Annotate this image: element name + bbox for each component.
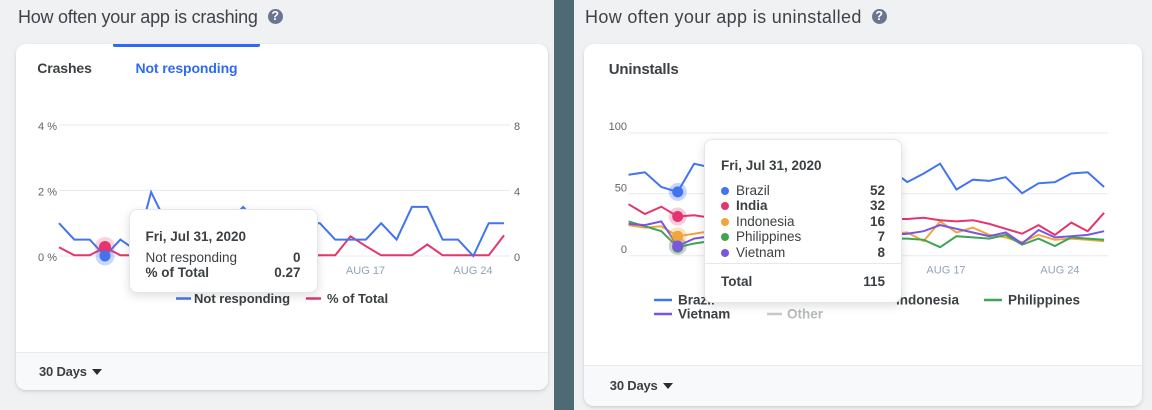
svg-text:2 %: 2 % <box>38 187 57 199</box>
svg-text:4: 4 <box>514 187 520 199</box>
svg-text:0: 0 <box>514 252 520 264</box>
svg-text:0: 0 <box>621 244 627 256</box>
svg-text:Indonesia: Indonesia <box>896 293 960 308</box>
svg-text:AUG 17: AUG 17 <box>346 265 385 277</box>
svg-text:Vietnam: Vietnam <box>678 307 730 322</box>
svg-text:AUG 17: AUG 17 <box>926 265 965 277</box>
svg-text:50: 50 <box>615 183 627 195</box>
svg-text:AUG 24: AUG 24 <box>1040 265 1079 277</box>
svg-text:Other: Other <box>787 307 824 322</box>
svg-text:AUG 24: AUG 24 <box>453 265 492 277</box>
svg-text:8: 8 <box>514 121 520 133</box>
svg-text:0 %: 0 % <box>38 252 57 264</box>
svg-text:Not responding: Not responding <box>194 291 290 306</box>
svg-text:Philippines: Philippines <box>1008 293 1080 308</box>
svg-text:4 %: 4 % <box>38 121 57 133</box>
svg-text:100: 100 <box>609 121 627 133</box>
svg-text:% of Total: % of Total <box>327 291 388 306</box>
